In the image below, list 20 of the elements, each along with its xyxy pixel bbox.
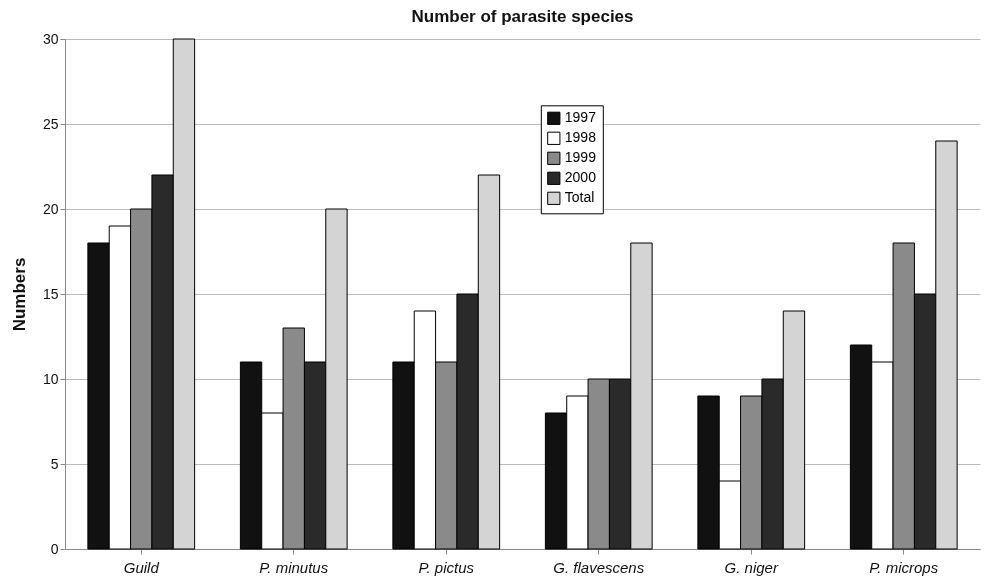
x-tick-label: G. niger (724, 558, 779, 576)
y-tick-label: 10 (42, 370, 59, 387)
x-tick-label: Guild (123, 558, 160, 576)
x-tick-label: P. microps (869, 558, 939, 576)
y-tick-label: 5 (50, 455, 59, 472)
chart-title: Number of parasite species (411, 7, 634, 26)
legend-label: 1997 (564, 109, 597, 126)
x-tick-label: P. minutus (259, 558, 329, 576)
y-tick-label: 0 (50, 540, 59, 557)
legend-label: 2000 (564, 169, 597, 186)
legend-label: 1999 (564, 149, 597, 166)
legend-label: Total (564, 189, 595, 206)
legend-label: 1998 (564, 129, 597, 146)
y-axis-title: Numbers (9, 257, 29, 332)
x-tick-label: P. pictus (418, 558, 475, 576)
y-tick-label: 20 (42, 200, 59, 217)
y-tick-label: 15 (42, 285, 59, 302)
x-tick-label: G. flavescens (553, 558, 645, 576)
y-tick-label: 25 (42, 115, 59, 132)
y-tick-label: 30 (42, 30, 59, 47)
